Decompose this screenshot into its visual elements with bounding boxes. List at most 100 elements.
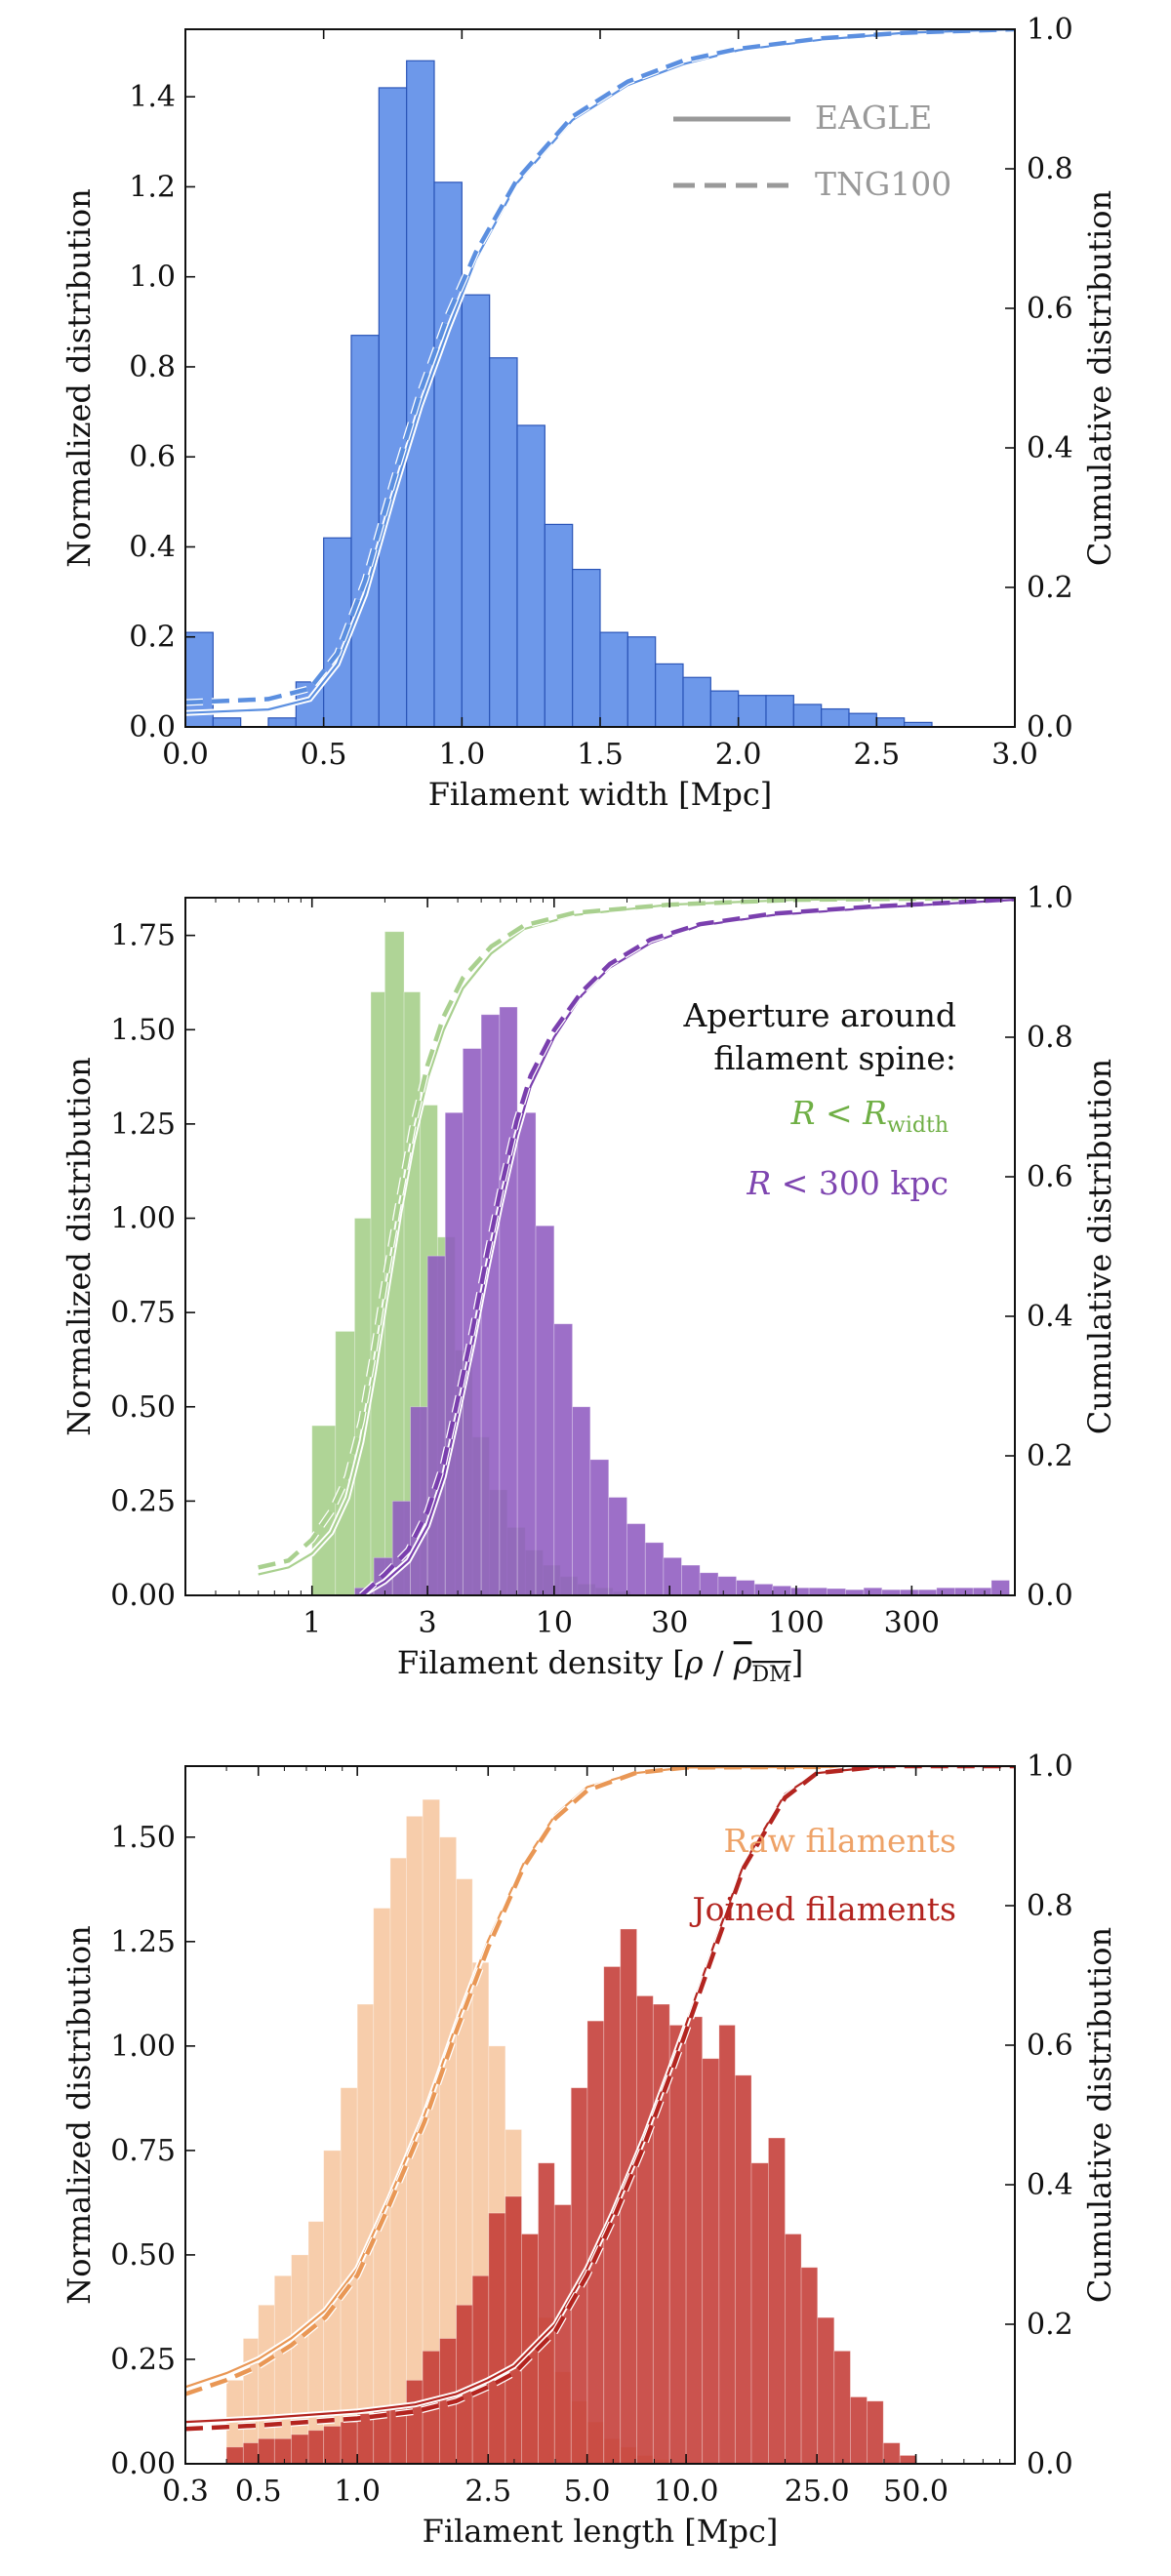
legend-label-2: Joined filaments [689,1890,956,1928]
bar [572,568,601,727]
y-right-tick-label: 0.8 [1027,1889,1073,1923]
bar [790,1587,810,1595]
y-tick-label: 0.50 [110,1390,176,1425]
bar [599,631,628,727]
bar [307,2221,325,2464]
y-right-tick-label: 0.0 [1027,2447,1073,2481]
y-axis-label: Normalized distribution [61,1925,98,2305]
x-axis-label: Filament width [Mpc] [428,776,773,813]
y-tick-label: 1.50 [110,1821,176,1855]
bar [461,294,491,727]
plot-area-3 [185,1766,1015,2464]
bar [488,2212,506,2464]
x-tick-label: 0.0 [162,738,209,772]
bar [685,2016,704,2464]
bar [936,1587,955,1595]
histogram-1-1 [185,60,933,727]
x-tick-label: 2.5 [853,738,900,772]
y-right-tick-label: 0.4 [1027,431,1073,465]
bar [833,2351,851,2464]
bar [626,1523,646,1595]
bar [489,357,518,727]
y-right-axis-label: Cumulative distribution [1081,190,1118,566]
y-right-tick-label: 0.2 [1027,2308,1073,2342]
bar [817,2316,835,2464]
bar [765,695,794,727]
bar [821,707,850,727]
y-tick-label: 0.25 [110,2343,176,2377]
bar [772,1585,791,1595]
bar [544,523,574,727]
x-tick-label: 2.5 [464,2475,511,2509]
x-tick-label: 0.5 [235,2475,282,2509]
bar [212,717,242,727]
y-tick-label: 1.00 [110,2030,176,2064]
bar [682,676,711,727]
bar [516,1111,537,1595]
x-tick-label: 50.0 [883,2475,949,2509]
x-tick-label: 3.0 [991,738,1038,772]
bar [753,1584,774,1595]
y-right-tick-label: 1.0 [1027,13,1073,47]
bar [426,1255,446,1595]
bar [792,704,823,727]
legend-label-eagle: EAGLE [815,99,932,137]
bar [553,2204,572,2464]
x-tick-label: 1.5 [577,738,624,772]
x-tick-label: 10 [536,1606,573,1640]
bar [972,1587,992,1595]
bar [636,1995,654,2464]
bar [702,2058,720,2464]
x-axis-label: Filament density [ρ / ρDM] [397,1644,803,1687]
y-tick-label: 0.75 [110,1296,176,1330]
axes-frame [184,897,1016,1596]
bar [827,1588,846,1595]
panel-1: 0.0 0.5 1.0 1.5 2.0 2.5 3.00.00.20.40.60.81.01… [61,13,1118,813]
legend-label-tng100: TNG100 [815,165,951,203]
x-tick-label: 2.0 [715,738,762,772]
legend-heading: filament spine: [713,1039,956,1077]
bar [750,2162,769,2464]
x-tick-label: 5.0 [564,2475,611,2509]
y-tick-label: 1.50 [110,1013,176,1047]
cdf-line-tng100 [359,898,1015,1595]
bar [406,60,435,727]
x-tick-label: 3 [419,1606,437,1640]
bar [553,1323,573,1595]
bar [709,690,740,727]
bar [899,2455,917,2464]
y-tick-label: 0.0 [129,710,176,745]
bar [572,1406,591,1595]
y-tick-label: 0.8 [129,350,176,384]
bar [505,2195,522,2464]
bar [456,2304,473,2464]
y-right-tick-label: 0.6 [1027,2029,1073,2063]
y-right-tick-label: 0.6 [1027,292,1073,326]
bar [875,717,906,727]
cdf-line-tng100 [185,1766,1015,2396]
bar [340,2421,358,2464]
bar [668,2025,687,2464]
bar [954,1587,974,1595]
y-tick-label: 1.00 [110,1202,176,1236]
bar [307,2430,325,2464]
bar [410,1406,428,1595]
legend-label-1: Raw filaments [723,1822,956,1860]
y-right-tick-label: 0.4 [1027,2168,1073,2202]
histogram-2-2 [354,1006,1010,1595]
y-right-tick-label: 0.8 [1027,152,1073,186]
y-right-tick-label: 0.0 [1027,1579,1073,1613]
x-tick-label: 1.0 [334,2475,381,2509]
bar [808,1587,828,1595]
x-tick-label: 30 [651,1606,688,1640]
x-tick-label: 1 [303,1606,321,1640]
bar [535,1225,555,1595]
bar [373,1908,391,2464]
bar [768,2137,786,2464]
bar [699,1572,719,1595]
bar [311,1425,337,1595]
bar [589,1459,610,1595]
bar [608,1497,627,1595]
y-right-tick-label: 0.8 [1027,1021,1073,1055]
legend-item-1: R < Rwidth [790,1094,949,1138]
